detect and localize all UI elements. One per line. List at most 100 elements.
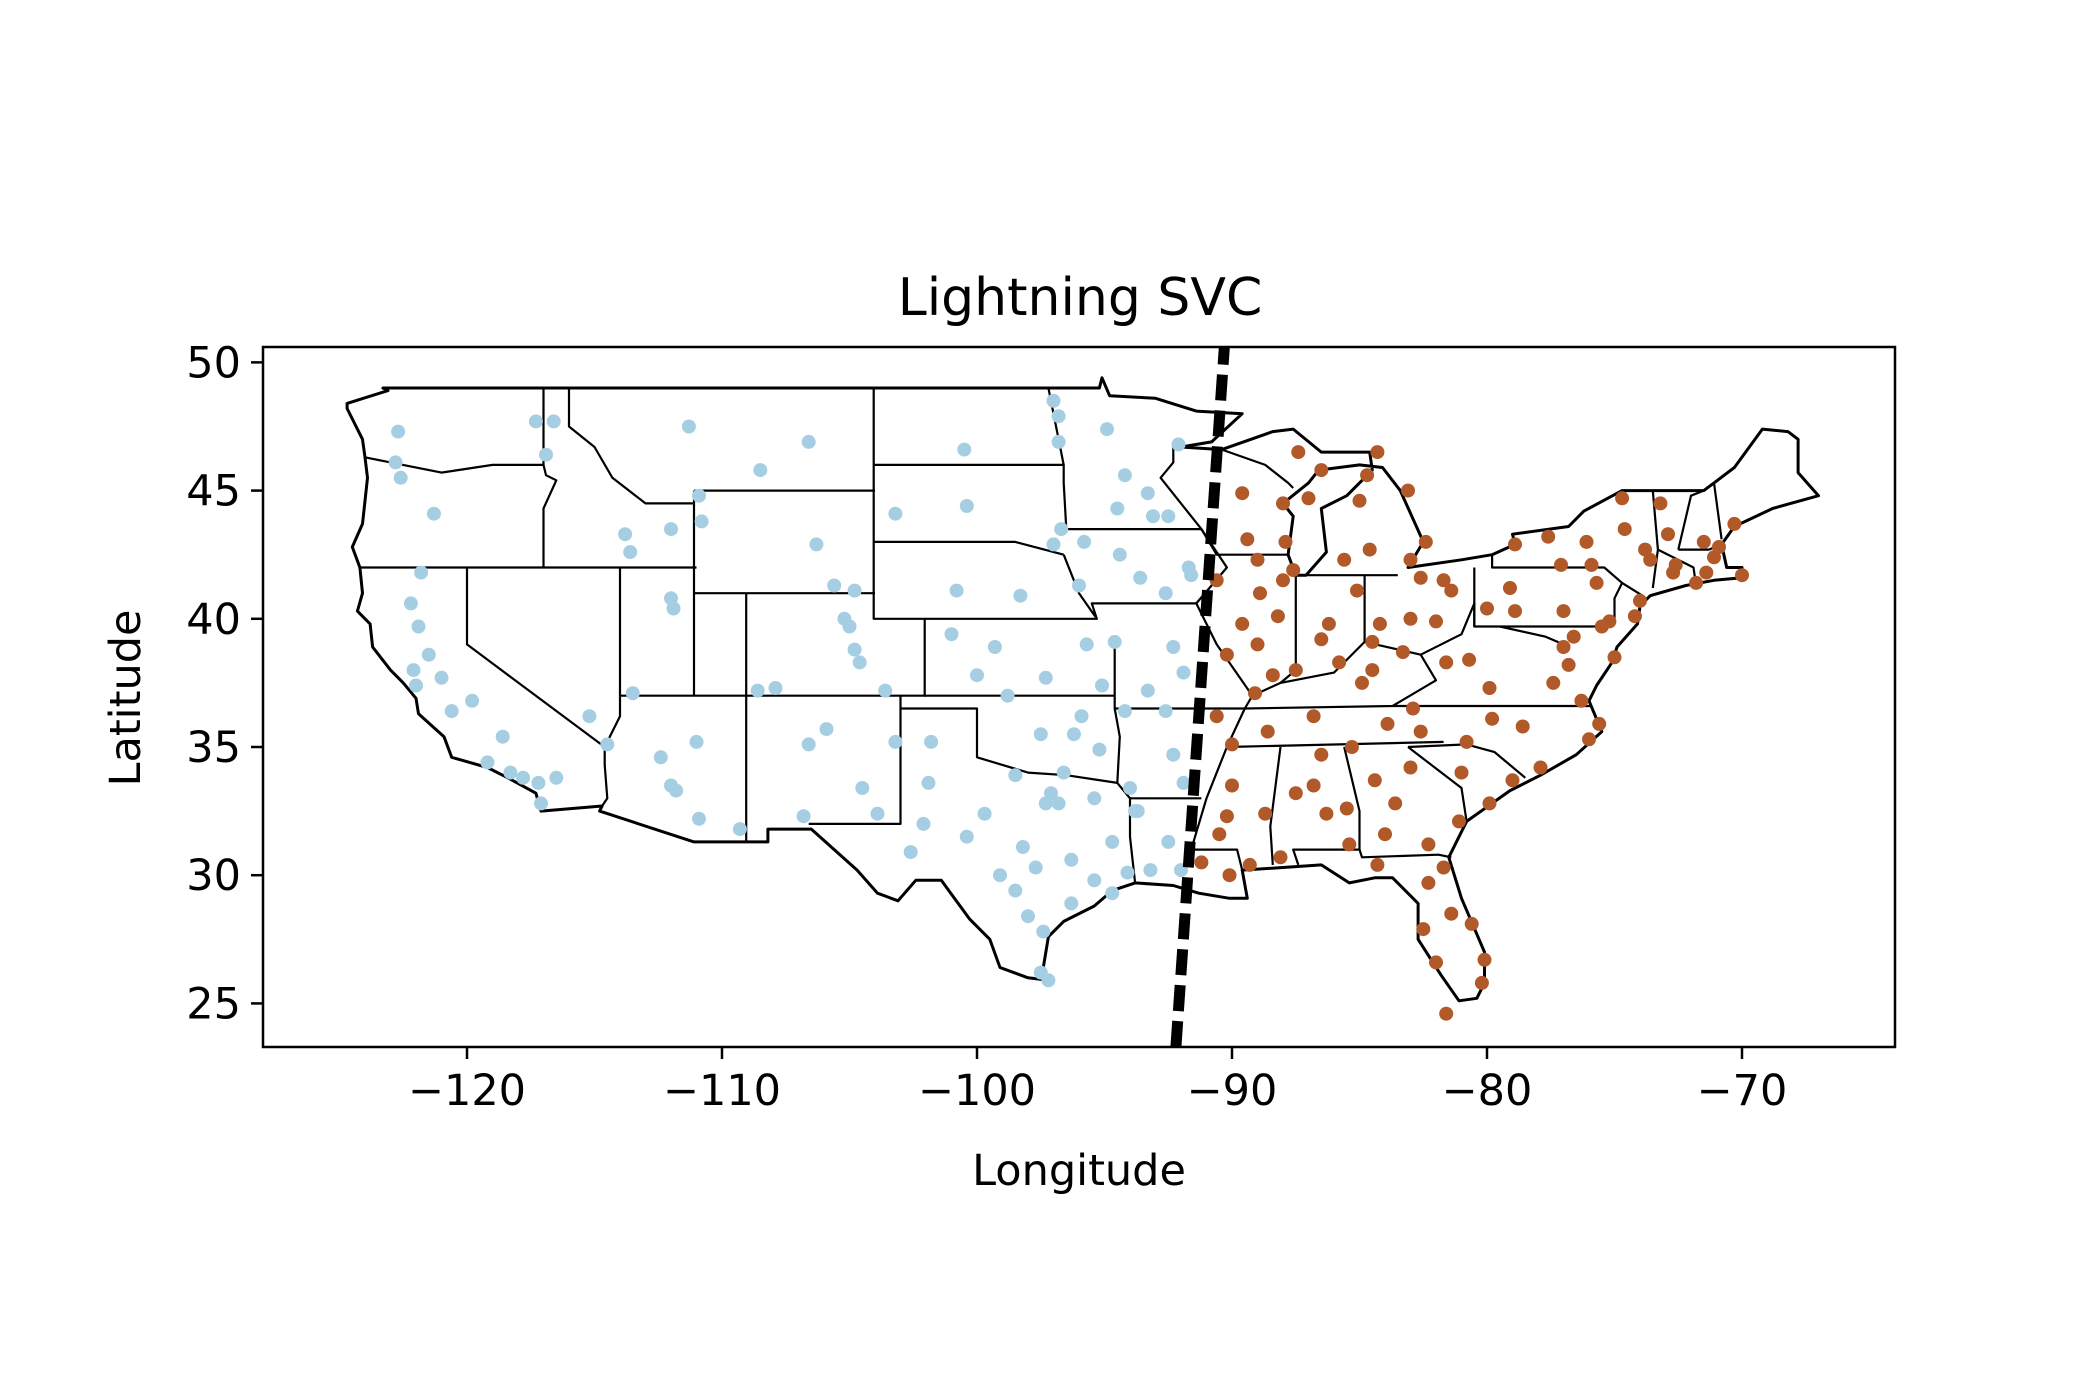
data-point [878,683,893,698]
data-point [809,537,824,552]
data-point [480,755,495,770]
data-point [1077,534,1092,549]
data-point [888,734,903,749]
data-point [1556,604,1571,619]
data-point [796,809,811,824]
data-point [1582,732,1596,747]
data-point [1253,586,1267,601]
data-point [1112,547,1127,562]
data-point [870,806,885,821]
y-tick-label: 40 [186,595,241,645]
data-point [1508,604,1522,619]
data-point [1087,873,1102,888]
data-point [827,578,842,593]
data-point [1429,614,1443,629]
data-point [1117,468,1132,483]
data-point [1401,483,1415,498]
data-point [1225,737,1239,752]
data-point [1627,609,1642,624]
data-point [852,655,867,670]
data-point [1712,540,1726,554]
data-point [1689,575,1704,590]
data-point [921,775,936,790]
data-point [653,750,668,765]
data-point [1158,704,1173,719]
data-point [1452,814,1466,829]
data-point [1696,534,1711,549]
data-point [1459,734,1474,749]
state-border [603,567,622,748]
data-point [1403,611,1418,626]
data-point [1727,516,1742,531]
data-point [1370,445,1385,460]
x-tick-label: −100 [918,1066,1036,1116]
data-point [1554,557,1568,572]
data-point [1219,809,1234,824]
data-point [1464,916,1479,931]
data-point [1140,486,1155,501]
data-point [1046,537,1061,552]
data-point [1072,578,1086,593]
state-border [601,747,609,807]
data-point [1051,409,1066,424]
data-point [1533,760,1548,775]
data-point [406,663,421,678]
data-point [1176,775,1191,790]
state-border [465,567,606,748]
data-point [1146,509,1160,524]
x-tick-label: −120 [408,1066,526,1116]
data-point [987,640,1002,654]
data-point [1021,909,1035,924]
data-point [1339,801,1354,816]
data-point [1110,501,1125,516]
data-point [549,770,564,785]
data-point [421,647,436,662]
data-point [1087,791,1102,806]
data-point [993,868,1007,883]
data-point [1661,527,1675,542]
data-point [1314,463,1329,478]
data-point [1541,529,1556,544]
data-point [1028,860,1043,875]
data-point [1416,922,1431,937]
data-point [1276,573,1290,588]
data-point [411,619,426,634]
data-point [669,783,684,798]
data-point [959,499,974,513]
data-point [1482,796,1497,811]
data-point [1515,719,1530,734]
data-point [1278,534,1293,549]
data-point [1653,496,1668,511]
data-point [801,737,816,752]
data-point [1406,701,1420,716]
x-tick-label: −80 [1442,1066,1533,1116]
data-point [1301,491,1316,506]
data-point [1041,973,1056,988]
data-point [1000,688,1015,703]
state-border [1062,554,1197,620]
data-point [1342,837,1357,852]
data-point [801,434,816,449]
chart-title: Lightning SVC [898,268,1263,328]
state-border [1677,489,1705,550]
state-border [1491,554,1644,597]
data-point [1133,570,1148,585]
data-point [1503,581,1517,595]
data-point [1589,575,1604,590]
state-border [1407,743,1527,779]
data-point [1485,711,1500,726]
data-point [1235,486,1250,501]
data-point [1370,857,1385,872]
data-point [1344,740,1359,754]
data-point [837,611,852,626]
data-point [1378,827,1392,842]
data-point [1482,681,1497,695]
data-point [1556,640,1571,654]
data-point [1321,616,1336,631]
data-point [1128,804,1143,819]
data-point [1403,760,1418,775]
data-point [516,770,531,785]
data-point [1403,552,1418,567]
data-point [1286,563,1301,578]
